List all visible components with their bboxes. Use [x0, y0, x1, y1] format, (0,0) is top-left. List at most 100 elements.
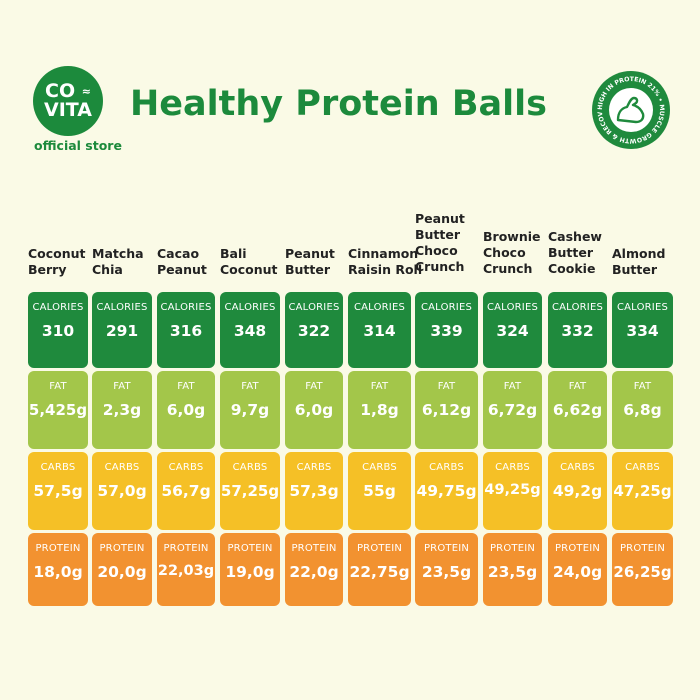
- logo-line2: VITA: [44, 99, 92, 121]
- fat-value: 6,0g: [294, 401, 334, 419]
- calories-value: 310: [41, 322, 75, 340]
- waves-icon: ≈: [81, 85, 91, 98]
- carbs-label: CARBS: [40, 462, 76, 473]
- protein-label: PROTEIN: [99, 543, 145, 554]
- fat-value: 6,8g: [623, 401, 662, 419]
- carbs-label: CARBS: [296, 462, 332, 473]
- protein-card: PROTEIN 26,25g: [612, 533, 673, 606]
- carbs-value: 57,25g: [220, 482, 280, 500]
- carbs-value: 57,3g: [289, 482, 339, 500]
- protein-label: PROTEIN: [489, 543, 536, 554]
- fat-value: 6,62g: [552, 401, 603, 419]
- protein-value: 22,75g: [349, 563, 410, 581]
- carbs-card: CARBS 49,75g: [415, 452, 478, 530]
- carbs-card: CARBS 57,3g: [285, 452, 343, 530]
- carbs-card: CARBS 47,25g: [612, 452, 673, 530]
- fat-value: 2,3g: [102, 401, 142, 419]
- calories-label: CALORIES: [32, 302, 84, 313]
- fat-card: FAT 6,62g: [548, 371, 607, 449]
- fat-card: FAT 9,7g: [220, 371, 280, 449]
- fat-value: 9,7g: [230, 401, 270, 419]
- carbs-value: 55g: [363, 482, 396, 500]
- product-name: Cinnamon Raisin Roll: [348, 246, 423, 277]
- fat-card: FAT 6,12g: [415, 371, 478, 449]
- protein-label: PROTEIN: [163, 543, 209, 554]
- calories-value: 332: [561, 322, 594, 340]
- fat-value: 6,0g: [166, 401, 206, 419]
- calories-label: CALORIES: [616, 302, 669, 313]
- calories-label: CALORIES: [160, 302, 212, 313]
- product-name: Cacao Peanut: [157, 246, 207, 277]
- protein-badge: HIGH IN PROTEIN 21% • MUSCLE GROWTH & RE…: [591, 70, 670, 149]
- calories-value: 316: [169, 322, 203, 340]
- carbs-card: CARBS 49,25g: [483, 452, 542, 530]
- fat-value: 1,8g: [360, 401, 399, 419]
- calories-card: CALORIES 339: [415, 292, 478, 368]
- protein-label: PROTEIN: [554, 543, 601, 554]
- protein-value: 26,25g: [613, 563, 672, 581]
- protein-card: PROTEIN 24,0g: [548, 533, 607, 606]
- covita-logo: CO ≈ VITA: [33, 66, 103, 136]
- calories-label: CALORIES: [551, 302, 604, 313]
- calories-card: CALORIES 324: [483, 292, 542, 368]
- calories-value: 324: [496, 322, 529, 340]
- protein-card: PROTEIN 23,5g: [483, 533, 542, 606]
- protein-value: 22,03g: [157, 563, 215, 579]
- calories-label: CALORIES: [486, 302, 539, 313]
- calories-value: 334: [626, 322, 659, 340]
- fat-card: FAT 6,72g: [483, 371, 542, 449]
- product-name: Peanut Butter: [285, 246, 335, 277]
- calories-value: 291: [105, 322, 139, 340]
- carbs-card: CARBS 57,0g: [92, 452, 152, 530]
- fat-label: FAT: [633, 381, 652, 392]
- fat-value: 6,72g: [487, 401, 538, 419]
- carbs-card: CARBS 56,7g: [157, 452, 215, 530]
- calories-label: CALORIES: [420, 302, 473, 313]
- protein-card: PROTEIN 22,03g: [157, 533, 215, 606]
- calories-card: CALORIES 348: [220, 292, 280, 368]
- calories-card: CALORIES 314: [348, 292, 411, 368]
- calories-card: CALORIES 316: [157, 292, 215, 368]
- protein-card: PROTEIN 23,5g: [415, 533, 478, 606]
- fat-label: FAT: [113, 381, 131, 392]
- calories-value: 339: [430, 322, 463, 340]
- calories-label: CALORIES: [353, 302, 406, 313]
- carbs-label: CARBS: [429, 462, 464, 473]
- protein-label: PROTEIN: [423, 543, 470, 554]
- calories-card: CALORIES 334: [612, 292, 673, 368]
- protein-label: PROTEIN: [619, 543, 666, 554]
- fat-card: FAT 1,8g: [348, 371, 411, 449]
- carbs-label: CARBS: [104, 462, 140, 473]
- fat-card: FAT 6,0g: [157, 371, 215, 449]
- carbs-label: CARBS: [362, 462, 397, 473]
- fat-card: FAT 6,8g: [612, 371, 673, 449]
- product-name: Bali Coconut: [220, 246, 278, 277]
- fat-label: FAT: [305, 381, 323, 392]
- product-name: Coconut Berry: [28, 246, 86, 277]
- fat-card: FAT 2,3g: [92, 371, 152, 449]
- page-title: Healthy Protein Balls: [130, 84, 547, 124]
- protein-value: 22,0g: [289, 563, 339, 581]
- protein-label: PROTEIN: [291, 543, 337, 554]
- calories-value: 314: [363, 322, 396, 340]
- carbs-value: 57,0g: [97, 482, 147, 500]
- fat-card: FAT 5,425g: [28, 371, 88, 449]
- fat-card: FAT 6,0g: [285, 371, 343, 449]
- protein-card: PROTEIN 22,75g: [348, 533, 411, 606]
- calories-label: CALORIES: [288, 302, 340, 313]
- carbs-card: CARBS 57,5g: [28, 452, 88, 530]
- carbs-label: CARBS: [625, 462, 660, 473]
- carbs-label: CARBS: [168, 462, 204, 473]
- protein-card: PROTEIN 18,0g: [28, 533, 88, 606]
- protein-value: 19,0g: [225, 563, 275, 581]
- calories-value: 348: [233, 322, 267, 340]
- protein-label: PROTEIN: [356, 543, 403, 554]
- fat-label: FAT: [503, 381, 522, 392]
- calories-label: CALORIES: [96, 302, 148, 313]
- calories-value: 322: [297, 322, 331, 340]
- carbs-value: 57,5g: [33, 482, 83, 500]
- carbs-value: 49,25g: [484, 482, 541, 498]
- fat-value: 6,12g: [421, 401, 472, 419]
- calories-card: CALORIES 332: [548, 292, 607, 368]
- fat-label: FAT: [241, 381, 259, 392]
